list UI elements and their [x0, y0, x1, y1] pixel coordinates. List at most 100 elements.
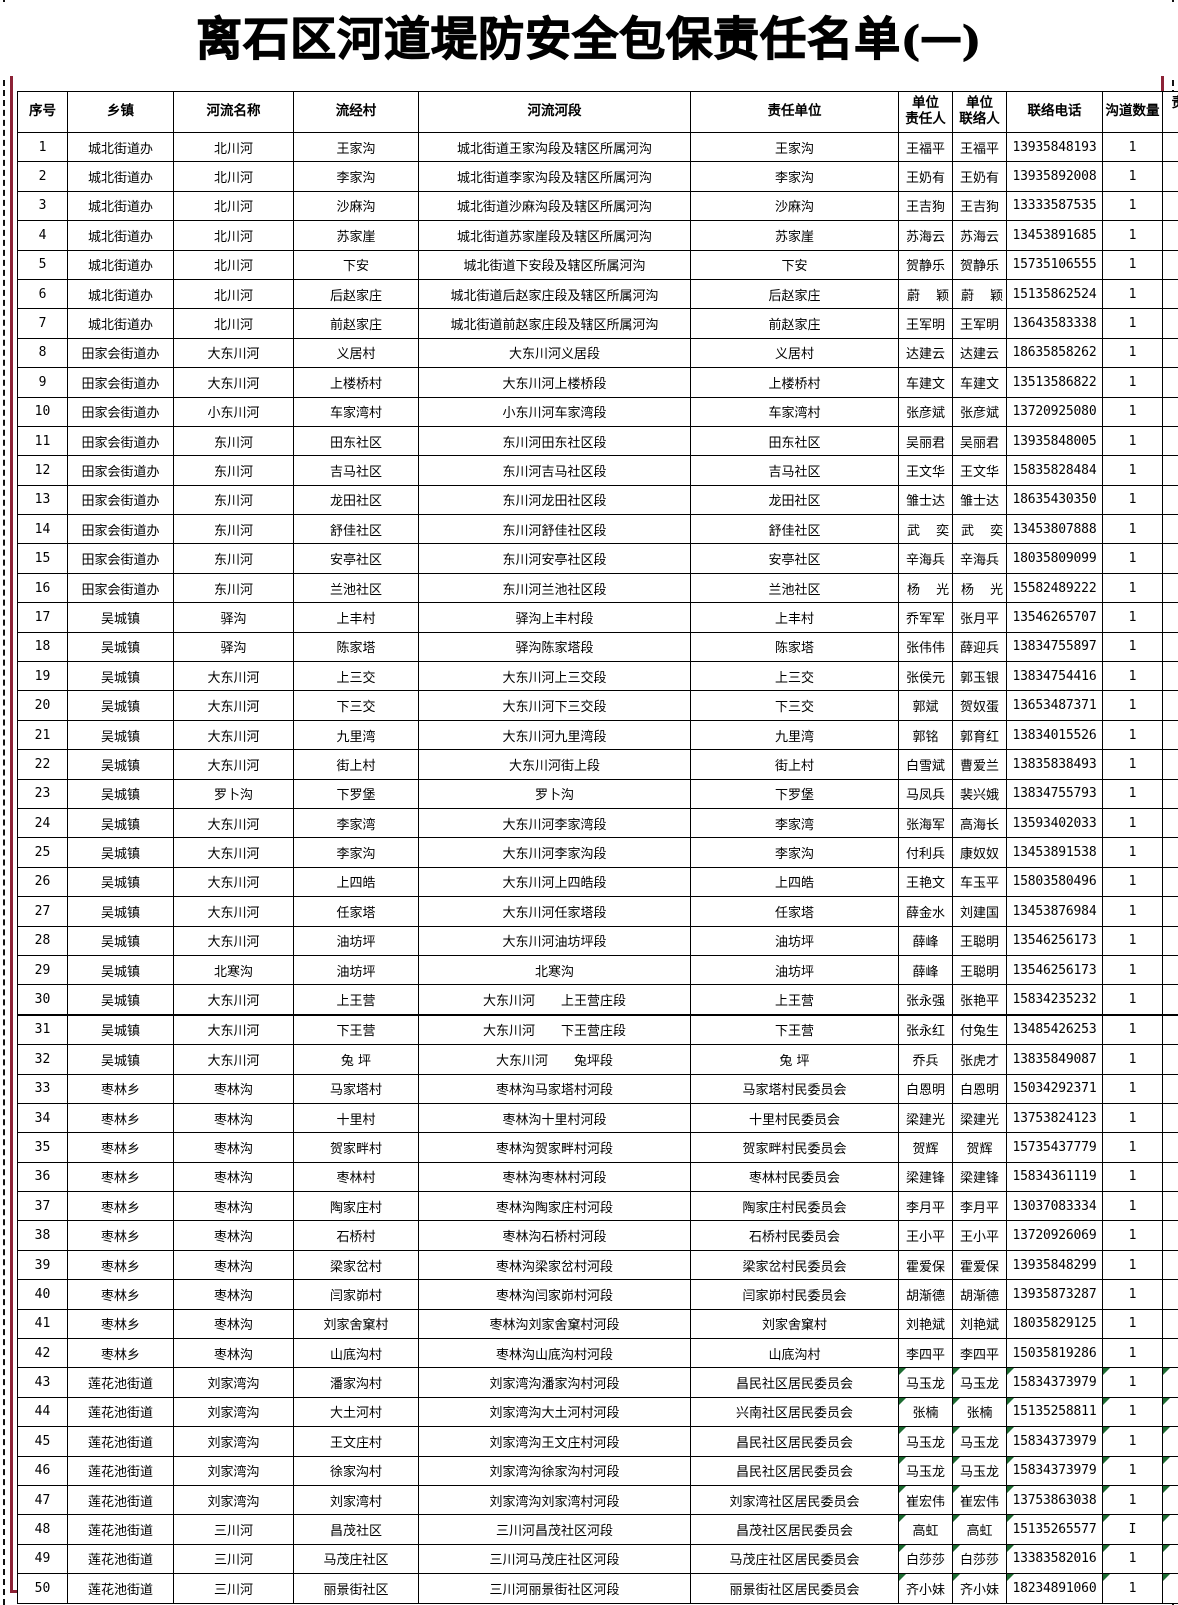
- cell-unit[interactable]: 贺家畔村民委员会: [690, 1132, 899, 1163]
- cell-responsible[interactable]: 李月平: [898, 1191, 953, 1222]
- cell-length[interactable]: 0.98: [1162, 572, 1178, 604]
- cell-no[interactable]: 2: [17, 161, 68, 192]
- cell-river[interactable]: 小东川河: [173, 396, 294, 427]
- cell-tel[interactable]: 13834754416: [1006, 661, 1103, 692]
- cell-length[interactable]: 0.86: [1162, 543, 1178, 574]
- cell-village[interactable]: 龙田社区: [293, 484, 419, 516]
- cell-no[interactable]: 21: [17, 719, 68, 751]
- cell-length[interactable]: 3: [1162, 661, 1178, 692]
- cell-responsible[interactable]: 薛峰: [898, 925, 953, 956]
- cell-liaison[interactable]: 达建云: [952, 337, 1007, 369]
- cell-no[interactable]: 17: [17, 602, 68, 633]
- cell-tel[interactable]: 13835838493: [1006, 749, 1103, 780]
- cell-town[interactable]: 田家会街道办: [67, 337, 174, 369]
- cell-reach[interactable]: 东川河舒佳社区段: [418, 514, 691, 545]
- cell-responsible[interactable]: 梁建光: [898, 1102, 953, 1134]
- cell-reach[interactable]: 大东川河任家塔段: [418, 896, 691, 927]
- cell-unit[interactable]: 昌茂社区居民委员会: [690, 1514, 899, 1545]
- cell-reach[interactable]: 驿沟上丰村段: [418, 602, 691, 633]
- cell-responsible[interactable]: 刘艳斌: [898, 1308, 953, 1340]
- cell-liaison[interactable]: 郭玉银: [952, 661, 1007, 692]
- cell-no[interactable]: 27: [17, 896, 68, 927]
- cell-length[interactable]: 6: [1162, 631, 1178, 663]
- cell-length[interactable]: 0.7: [1162, 308, 1178, 339]
- cell-unit[interactable]: 昌民社区居民委员会: [690, 1367, 899, 1398]
- cell-count[interactable]: 1: [1102, 1279, 1163, 1310]
- cell-count[interactable]: 1: [1102, 896, 1163, 927]
- cell-liaison[interactable]: 李月平: [952, 1191, 1007, 1222]
- cell-count[interactable]: 1: [1102, 1426, 1163, 1457]
- cell-town[interactable]: 田家会街道办: [67, 572, 174, 604]
- cell-length[interactable]: 0.7: [1162, 1514, 1178, 1545]
- cell-village[interactable]: 丽景街社区: [293, 1573, 419, 1604]
- cell-no[interactable]: 22: [17, 749, 68, 780]
- cell-responsible[interactable]: 崔宏伟: [898, 1484, 953, 1516]
- cell-tel[interactable]: 13453807888: [1006, 514, 1103, 545]
- cell-responsible[interactable]: 达建云: [898, 337, 953, 369]
- cell-village[interactable]: 油坊坪: [293, 954, 419, 986]
- cell-river[interactable]: 大东川河: [173, 337, 294, 369]
- cell-liaison[interactable]: 王吉狗: [952, 190, 1007, 222]
- cell-river[interactable]: 大东川河: [173, 719, 294, 751]
- cell-reach[interactable]: 大东川河李家沟段: [418, 837, 691, 868]
- cell-responsible[interactable]: 白恩明: [898, 1073, 953, 1104]
- cell-responsible[interactable]: 王艳文: [898, 866, 953, 898]
- cell-count[interactable]: 1: [1102, 367, 1163, 398]
- cell-unit[interactable]: 下三交: [690, 690, 899, 721]
- cell-count[interactable]: 1: [1102, 925, 1163, 956]
- cell-liaison[interactable]: 梁建光: [952, 1102, 1007, 1134]
- cell-liaison[interactable]: 王聪明: [952, 954, 1007, 986]
- cell-responsible[interactable]: 马玉龙: [898, 1367, 953, 1398]
- cell-no[interactable]: 4: [17, 220, 68, 251]
- cell-river[interactable]: 北川河: [173, 161, 294, 192]
- cell-river[interactable]: 枣林沟: [173, 1249, 294, 1281]
- cell-tel[interactable]: 15803580496: [1006, 866, 1103, 898]
- cell-reach[interactable]: 大东川河油坊坪段: [418, 925, 691, 956]
- cell-length[interactable]: 0.8: [1162, 131, 1178, 163]
- cell-responsible[interactable]: 吴丽君: [898, 425, 953, 457]
- cell-village[interactable]: 刘家湾村: [293, 1484, 419, 1516]
- cell-reach[interactable]: 刘家湾沟刘家湾村河段: [418, 1484, 691, 1516]
- cell-count[interactable]: 1: [1102, 220, 1163, 251]
- cell-no[interactable]: 31: [17, 1014, 68, 1046]
- cell-reach[interactable]: 驿沟陈家塔段: [418, 631, 691, 663]
- cell-river[interactable]: 大东川河: [173, 1014, 294, 1046]
- cell-unit[interactable]: 义居村: [690, 337, 899, 369]
- cell-responsible[interactable]: 张伟伟: [898, 631, 953, 663]
- cell-no[interactable]: 24: [17, 807, 68, 839]
- cell-count[interactable]: 1: [1102, 602, 1163, 633]
- cell-town[interactable]: 田家会街道办: [67, 367, 174, 398]
- cell-length[interactable]: 2: [1162, 1073, 1178, 1104]
- cell-village[interactable]: 梁家岔村: [293, 1249, 419, 1281]
- cell-reach[interactable]: 北寒沟: [418, 954, 691, 986]
- cell-unit[interactable]: 苏家崖: [690, 220, 899, 251]
- cell-no[interactable]: 9: [17, 367, 68, 398]
- cell-unit[interactable]: 昌民社区居民委员会: [690, 1455, 899, 1486]
- cell-length[interactable]: 1: [1162, 1249, 1178, 1281]
- cell-tel[interactable]: 13834755897: [1006, 631, 1103, 663]
- cell-river[interactable]: 东川河: [173, 572, 294, 604]
- cell-river[interactable]: 枣林沟: [173, 1073, 294, 1104]
- cell-reach[interactable]: 大东川河下三交段: [418, 690, 691, 721]
- cell-length[interactable]: 1.5: [1162, 1102, 1178, 1134]
- cell-liaison[interactable]: 康奴奴: [952, 837, 1007, 868]
- cell-tel[interactable]: 15834361119: [1006, 1161, 1103, 1193]
- cell-responsible[interactable]: 雏士达: [898, 484, 953, 516]
- cell-town[interactable]: 城北街道办: [67, 220, 174, 251]
- cell-town[interactable]: 吴城镇: [67, 837, 174, 868]
- cell-liaison[interactable]: 薛迎兵: [952, 631, 1007, 663]
- cell-tel[interactable]: 18035809099: [1006, 543, 1103, 574]
- cell-town[interactable]: 田家会街道办: [67, 455, 174, 486]
- cell-river[interactable]: 大东川河: [173, 925, 294, 956]
- cell-river[interactable]: 北寒沟: [173, 954, 294, 986]
- cell-tel[interactable]: 13546256173: [1006, 954, 1103, 986]
- cell-length[interactable]: 3: [1162, 749, 1178, 780]
- cell-count[interactable]: 1: [1102, 1191, 1163, 1222]
- cell-tel[interactable]: 18635430350: [1006, 484, 1103, 516]
- cell-liaison[interactable]: 张虎才: [952, 1044, 1007, 1075]
- cell-village[interactable]: 下王营: [293, 1014, 419, 1046]
- cell-length[interactable]: 1.3: [1162, 1573, 1178, 1604]
- cell-tel[interactable]: 15835828484: [1006, 455, 1103, 486]
- cell-unit[interactable]: 兴南社区居民委员会: [690, 1396, 899, 1428]
- cell-village[interactable]: 沙麻沟: [293, 190, 419, 222]
